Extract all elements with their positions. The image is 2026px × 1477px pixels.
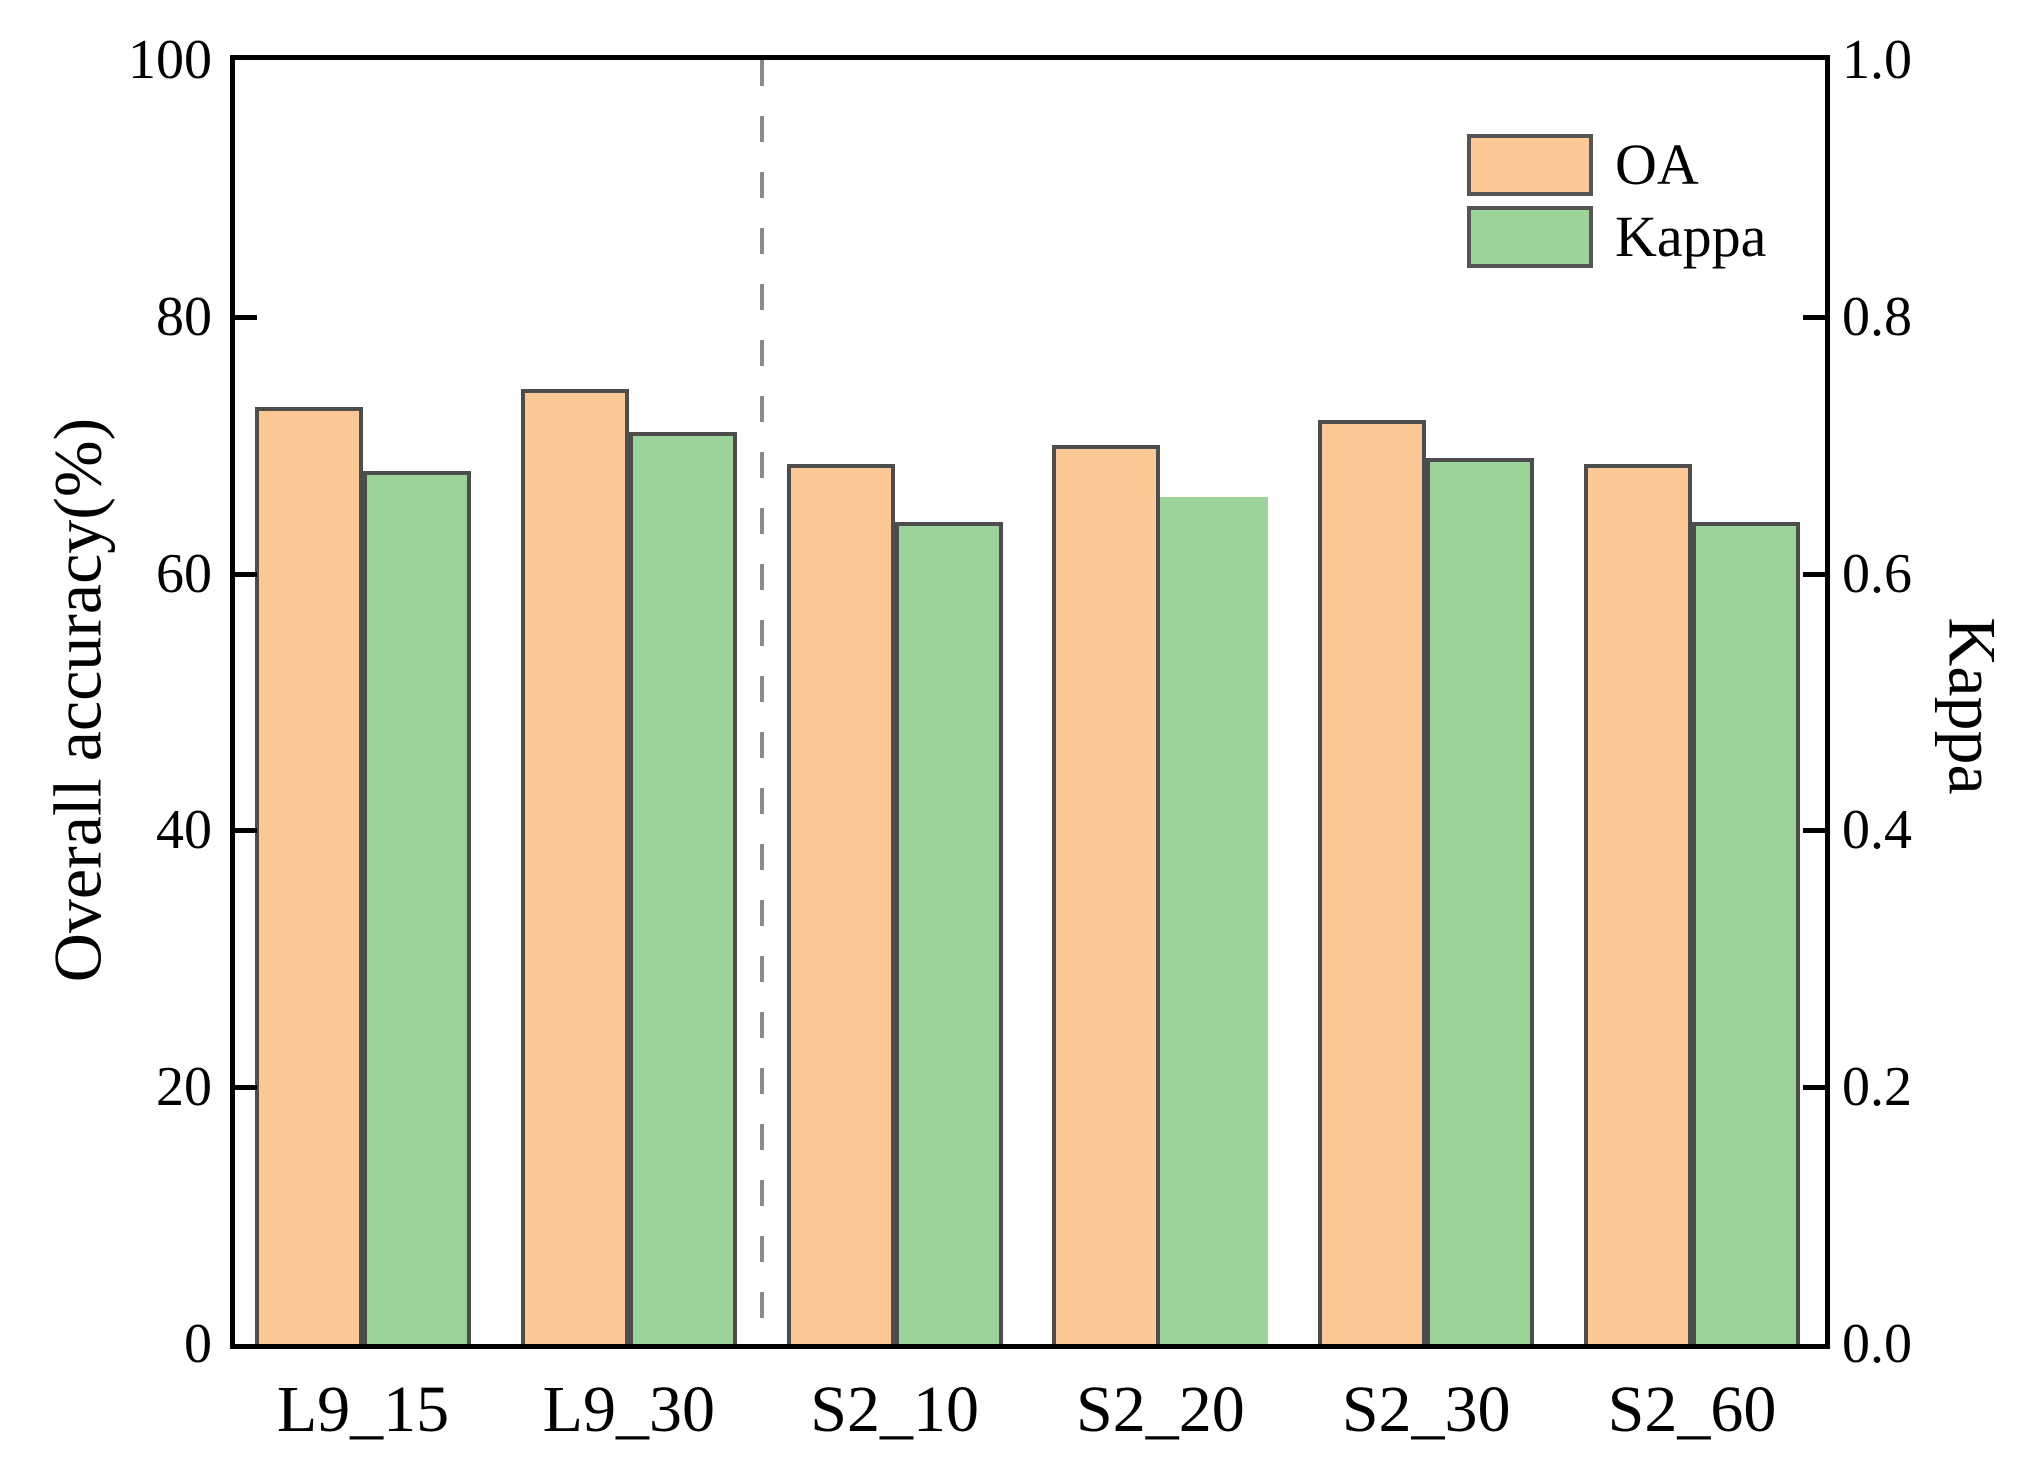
bar-oa-L9_15 [255,407,363,1344]
right-axis-tick-label: 0.8 [1842,286,1912,348]
bar-kappa-S2_10 [894,522,1003,1344]
bar-oa-S2_60 [1584,464,1692,1344]
right-axis-tick [1803,572,1825,577]
left-axis-tick [235,572,257,577]
x-axis-tick-label-S2_20: S2_20 [1076,1373,1245,1446]
bar-oa-S2_20 [1052,445,1161,1344]
right-axis-tick-label: 0.6 [1842,543,1912,605]
legend-entry-kappa: Kappa [1467,206,1766,268]
legend-label-kappa: Kappa [1615,204,1767,269]
bar-oa-S2_30 [1318,420,1427,1344]
left-axis-tick-label: 0 [184,1313,212,1375]
bar-kappa-S2_20 [1160,497,1269,1344]
bar-kappa-L9_30 [628,432,737,1344]
legend-swatch-oa-icon [1467,134,1593,196]
legend-label-oa: OA [1615,132,1699,197]
bar-oa-S2_10 [786,464,895,1344]
left-axis-tick [235,828,257,833]
right-axis-tick-label: 0.2 [1842,1056,1912,1118]
bar-kappa-S2_30 [1426,458,1535,1344]
left-axis-tick-label: 20 [156,1056,212,1118]
left-axis-tick-label: 100 [128,29,212,91]
legend-entry-oa: OA [1467,134,1766,196]
left-axis-title: Overall accuracy(%) [39,417,116,983]
right-axis-tick-label: 0.4 [1842,799,1912,861]
bar-kappa-L9_15 [363,471,471,1344]
right-axis-tick [1803,315,1825,320]
right-axis-tick-label: 0.0 [1842,1313,1912,1375]
x-axis-tick-labels: L9_15 L9_30 S2_10 S2_20 S2_30 S2_60 [235,1372,1825,1462]
right-axis-title: Kappa [1934,617,2011,795]
bar-kappa-S2_60 [1692,522,1800,1344]
left-axis-tick-label: 60 [156,543,212,605]
left-axis-tick-label: 40 [156,799,212,861]
x-axis-tick-label-S2_10: S2_10 [810,1373,979,1446]
right-axis-tick-labels: 1.0 0.8 0.6 0.4 0.2 0.0 [1842,30,2022,1374]
left-axis-tick [235,315,257,320]
legend-swatch-kappa-icon [1467,206,1593,268]
bar-oa-L9_30 [520,389,629,1344]
left-axis-tick [235,1085,257,1090]
left-axis-tick-label: 80 [156,286,212,348]
x-axis-tick-label-S2_60: S2_60 [1607,1373,1777,1446]
x-axis-tick-label-L9_15: L9_15 [276,1373,450,1446]
group-separator-dashed-line [760,60,764,1344]
left-axis-tick-labels: 100 80 60 40 20 0 [0,30,212,1374]
plot-area: OA Kappa [230,55,1830,1349]
x-axis-tick-label-S2_30: S2_30 [1341,1373,1511,1446]
legend: OA Kappa [1467,134,1766,268]
right-axis-tick-label: 1.0 [1842,29,1912,91]
right-axis-tick [1803,828,1825,833]
right-axis-tick [1803,1085,1825,1090]
x-axis-tick-label-L9_30: L9_30 [542,1373,715,1446]
